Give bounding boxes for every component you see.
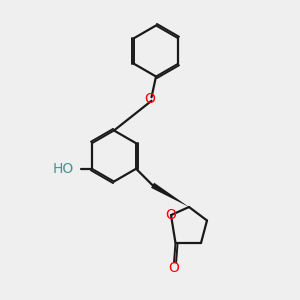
Text: O: O	[169, 261, 179, 275]
Text: O: O	[145, 92, 155, 106]
Text: HO: HO	[53, 162, 74, 176]
Polygon shape	[151, 183, 189, 207]
Text: O: O	[166, 208, 176, 222]
